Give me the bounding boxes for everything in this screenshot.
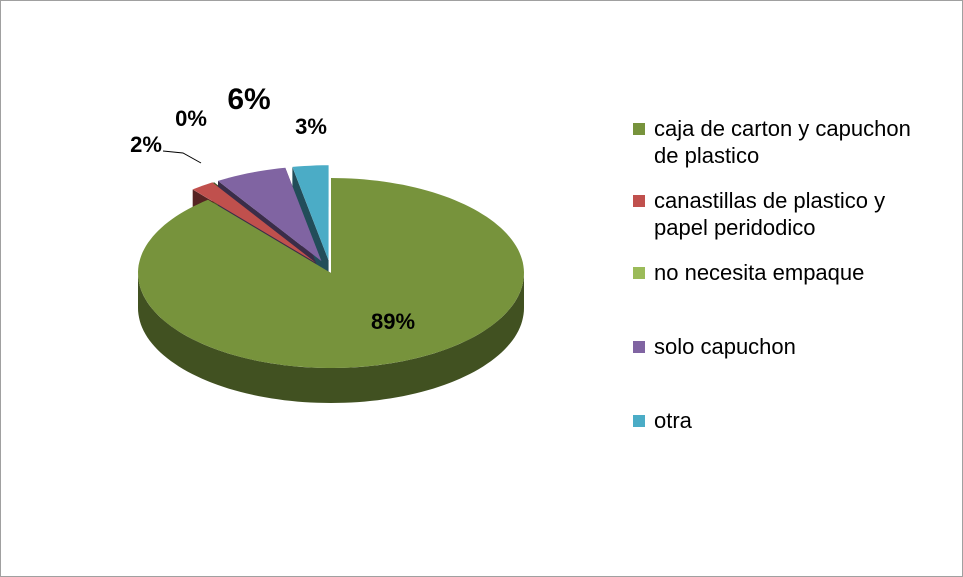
slice-wall [138,273,524,403]
legend-label: canastillas de plastico y papel peridodi… [654,188,886,240]
data-label: 0% [175,106,207,131]
legend-swatch [633,267,645,279]
legend-label: solo capuchon [654,334,796,359]
slice [138,178,524,368]
legend-swatch [633,123,645,135]
legend-label: otra [654,408,692,433]
slice [192,182,316,263]
data-label: 6% [227,83,270,116]
pie-tops [138,165,524,368]
slice [292,165,329,261]
legend-swatch [633,195,645,207]
legend-label: no necesita empaque [654,260,865,285]
data-label: 2% [130,132,162,157]
legend-swatch [633,415,645,427]
data-label: 3% [295,114,327,139]
slice-side [292,166,329,296]
slice [213,182,318,263]
data-label: 89% [371,309,415,334]
leader-line [162,150,202,164]
legend-swatch [633,341,645,353]
slice [218,167,322,262]
legend-label: caja de carton y capuchon de plastico [654,116,911,168]
